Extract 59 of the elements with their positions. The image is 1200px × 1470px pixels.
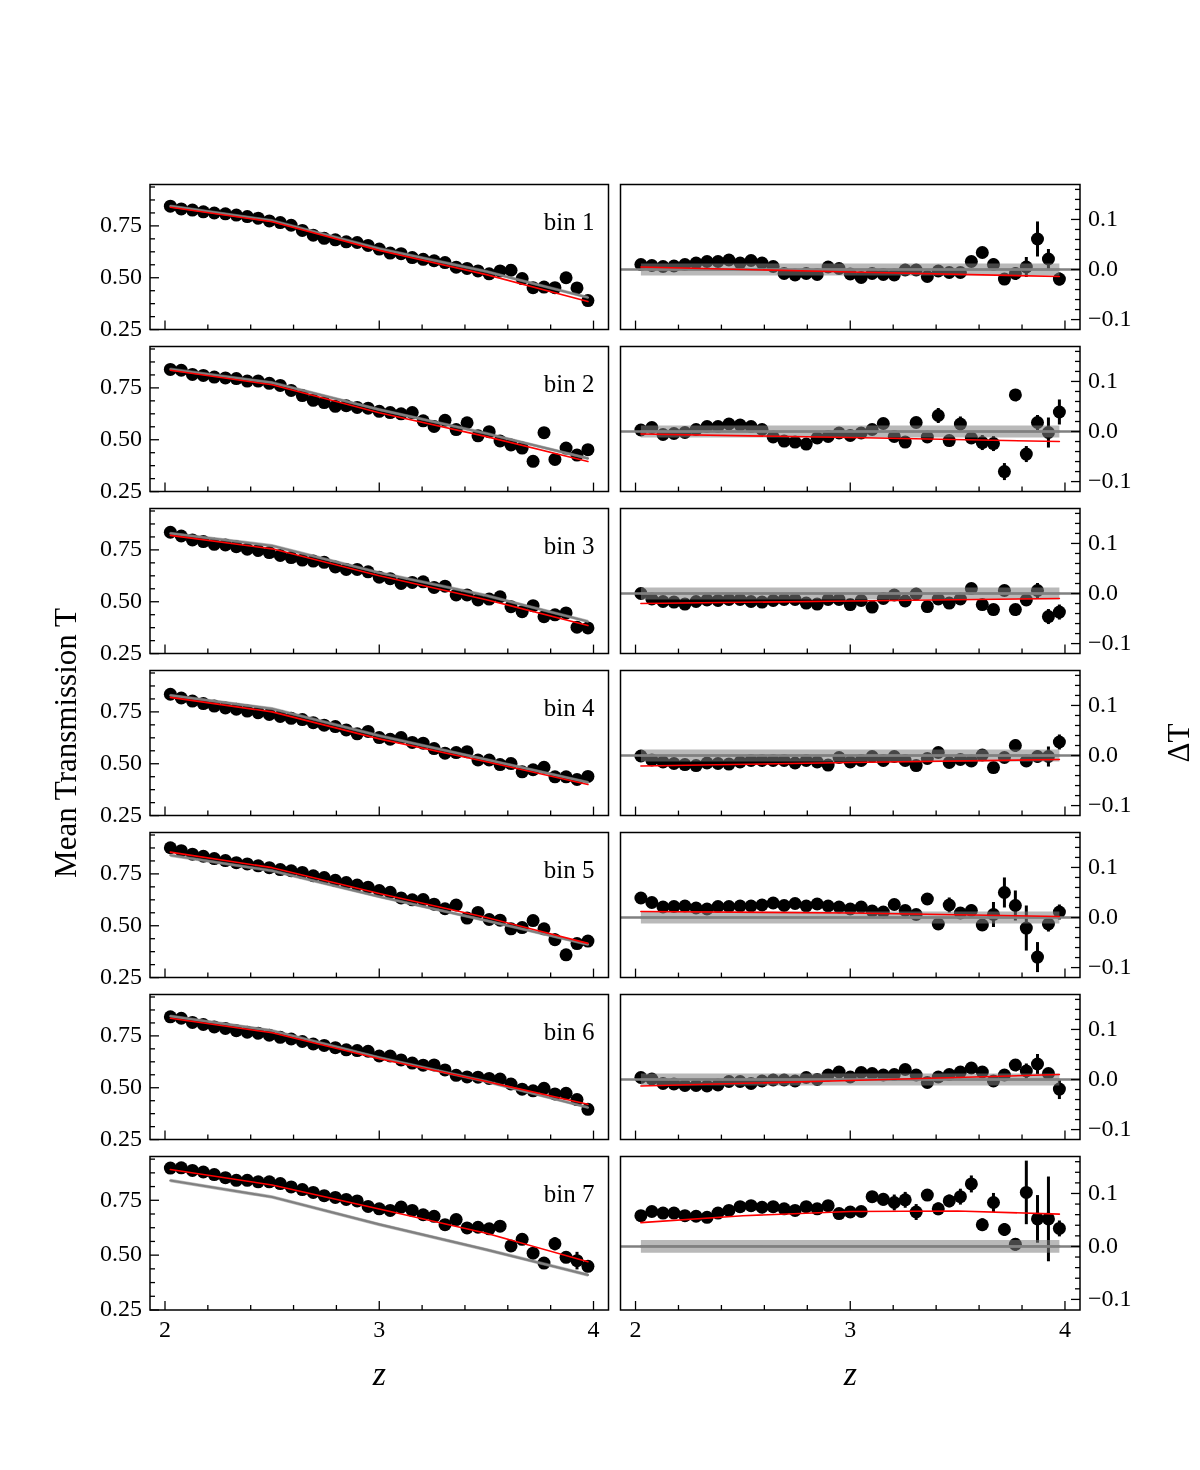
y-tick-label: −0.1 — [1088, 304, 1132, 331]
x-axis-title: z — [371, 1354, 386, 1392]
y-tick-label: 0.50 — [100, 425, 142, 452]
y-tick-label: 0.25 — [100, 1295, 142, 1322]
y-tick-label: 0.0 — [1088, 902, 1118, 929]
annotation: bin 6 — [543, 1018, 595, 1046]
annotation: bin 2 — [543, 370, 595, 398]
y-tick-label: −0.1 — [1088, 952, 1132, 979]
x-tick-label: 3 — [373, 1315, 386, 1342]
y-tick-label: 0.1 — [1088, 366, 1118, 393]
y-tick-label: 0.75 — [100, 697, 142, 724]
y-tick-label: 0.0 — [1088, 1064, 1118, 1091]
annotation: bin 1 — [543, 208, 595, 236]
annotation: bin 5 — [543, 856, 595, 884]
y-tick-label: 0.50 — [100, 749, 142, 776]
y-tick-label: 0.1 — [1088, 204, 1118, 231]
x-axis-title: z — [842, 1354, 857, 1392]
y-tick-label: 0.75 — [100, 535, 142, 562]
y-tick-label: 0.1 — [1088, 528, 1118, 555]
y-tick-label: 0.25 — [100, 638, 142, 665]
annotation: bin 4 — [543, 694, 595, 722]
y-tick-label: 0.1 — [1088, 690, 1118, 717]
y-tick-label: 0.25 — [100, 476, 142, 503]
y-tick-label: 0.75 — [100, 1185, 142, 1212]
y-tick-label: 0.75 — [100, 1021, 142, 1048]
y-tick-label: −0.1 — [1088, 628, 1132, 655]
x-tick-label: 3 — [844, 1315, 857, 1342]
y-tick-label: 0.25 — [100, 800, 142, 827]
y-tick-label: 0.50 — [100, 587, 142, 614]
y-tick-label: 0.50 — [100, 1073, 142, 1100]
y-tick-label: 0.75 — [100, 373, 142, 400]
annotation: bin 3 — [543, 532, 595, 560]
y-axis-title: ΔT — [1160, 723, 1196, 763]
annotation: bin 7 — [543, 1180, 595, 1208]
y-tick-label: 0.25 — [100, 962, 142, 989]
x-tick-label: 4 — [587, 1315, 600, 1342]
y-tick-label: 0.0 — [1088, 578, 1118, 605]
y-tick-label: 0.0 — [1088, 1231, 1118, 1258]
y-tick-label: 0.75 — [100, 859, 142, 886]
y-tick-label: 0.50 — [100, 1240, 142, 1267]
x-tick-label: 2 — [159, 1315, 171, 1342]
y-tick-label: 0.75 — [100, 211, 142, 238]
y-tick-label: 0.1 — [1088, 1014, 1118, 1041]
y-tick-label: −0.1 — [1088, 1284, 1132, 1311]
y-tick-label: −0.1 — [1088, 790, 1132, 817]
y-tick-label: 0.0 — [1088, 416, 1118, 443]
y-tick-label: 0.0 — [1088, 740, 1118, 767]
y-axis-title: Mean Transmission T — [47, 608, 83, 878]
y-tick-label: 0.50 — [100, 263, 142, 290]
y-tick-label: −0.1 — [1088, 466, 1132, 493]
y-tick-label: 0.25 — [100, 314, 142, 341]
y-tick-label: 0.1 — [1088, 852, 1118, 879]
x-tick-label: 4 — [1058, 1315, 1071, 1342]
y-tick-label: 0.0 — [1088, 254, 1118, 281]
y-tick-label: 0.1 — [1088, 1178, 1118, 1205]
y-tick-label: −0.1 — [1088, 1114, 1132, 1141]
x-tick-label: 2 — [629, 1315, 642, 1342]
y-tick-label: 0.25 — [100, 1124, 142, 1151]
y-tick-label: 0.50 — [100, 911, 142, 938]
